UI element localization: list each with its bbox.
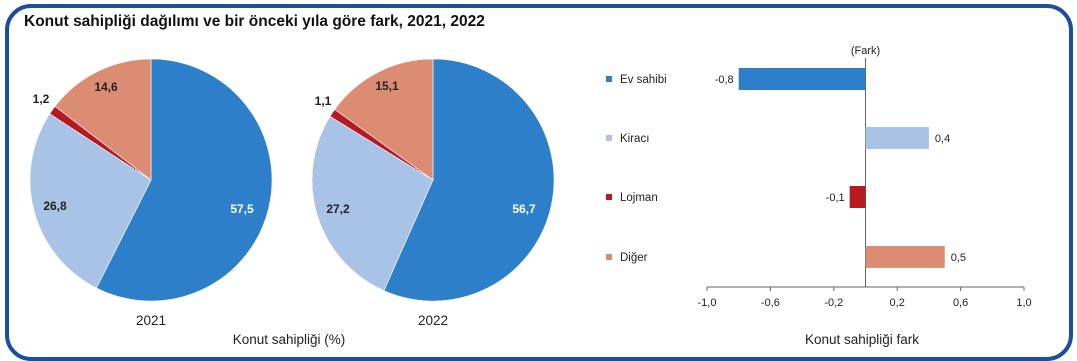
chart-title: Konut sahipliği dağılımı ve bir önceki y… xyxy=(24,13,485,30)
x-tick-label: -1,0 xyxy=(698,297,717,309)
pie-data-label-lojman: 1,2 xyxy=(33,92,50,106)
legend-swatch-lojman xyxy=(606,194,612,200)
bar-data-label-diger: 0,5 xyxy=(951,252,966,264)
pie-slice-ev-sahibi xyxy=(383,58,555,302)
bar-data-label-lojman: -0,1 xyxy=(826,192,845,204)
bar-data-label-kiraci: 0,4 xyxy=(935,133,950,145)
bar-diger xyxy=(865,246,945,268)
bar-ev-sahibi xyxy=(738,68,866,90)
bar-unit-label: (Fark) xyxy=(851,45,880,57)
bar-chart: (Fark) -1,0 -0,6 -0,2 0,2 0,6 1,0 -0,8 Ev sahibi… xyxy=(606,45,1032,347)
pie-data-label-kiraci: 27,2 xyxy=(326,202,350,216)
pie-data-label-ev-sahibi: 56,7 xyxy=(512,202,536,216)
legend-label-diger: Diğer xyxy=(620,252,648,264)
pie-year-label: 2022 xyxy=(418,313,448,328)
pie-data-label-lojman: 1,1 xyxy=(315,94,332,108)
x-tick-label: 0,6 xyxy=(953,297,968,309)
legend-label-ev-sahibi: Ev sahibi xyxy=(620,74,667,86)
pie-data-label-diger: 15,1 xyxy=(375,79,399,93)
legend-swatch-diger xyxy=(606,254,612,260)
pie-year-label: 2021 xyxy=(136,313,166,328)
bar-kiraci xyxy=(865,127,929,149)
legend-label-kiraci: Kiracı xyxy=(620,133,649,145)
pie-slice-kiraci xyxy=(29,113,152,289)
legend-label-lojman: Lojman xyxy=(620,192,658,204)
x-tick-label: -0,6 xyxy=(761,297,780,309)
bar-data-label-ev-sahibi: -0,8 xyxy=(715,74,734,86)
pie-2021: 57,5 26,8 1,2 14,6 2021 xyxy=(29,58,273,328)
pie-slice-ev-sahibi xyxy=(96,58,273,302)
x-tick-label: 0,2 xyxy=(890,297,905,309)
pie-data-label-ev-sahibi: 57,5 xyxy=(230,202,254,216)
x-tick-label: 1,0 xyxy=(1016,297,1031,309)
legend-swatch-kiraci xyxy=(606,135,612,141)
legend-swatch-ev-sahibi xyxy=(606,76,612,82)
pie-slice-diger xyxy=(54,58,152,181)
bar-lojman xyxy=(849,186,866,208)
x-tick-label: -0,2 xyxy=(824,297,843,309)
bar-x-axis-title: Konut sahipliği fark xyxy=(805,332,919,347)
pie-caption: Konut sahipliği (%) xyxy=(233,332,346,347)
pie-slice-kiraci xyxy=(311,115,434,292)
pie-data-label-diger: 14,6 xyxy=(94,80,118,94)
pie-slice-diger xyxy=(334,58,434,181)
pie-data-label-kiraci: 26,8 xyxy=(43,199,67,213)
pie-2022: 56,7 27,2 1,1 15,1 2022 xyxy=(311,58,555,328)
